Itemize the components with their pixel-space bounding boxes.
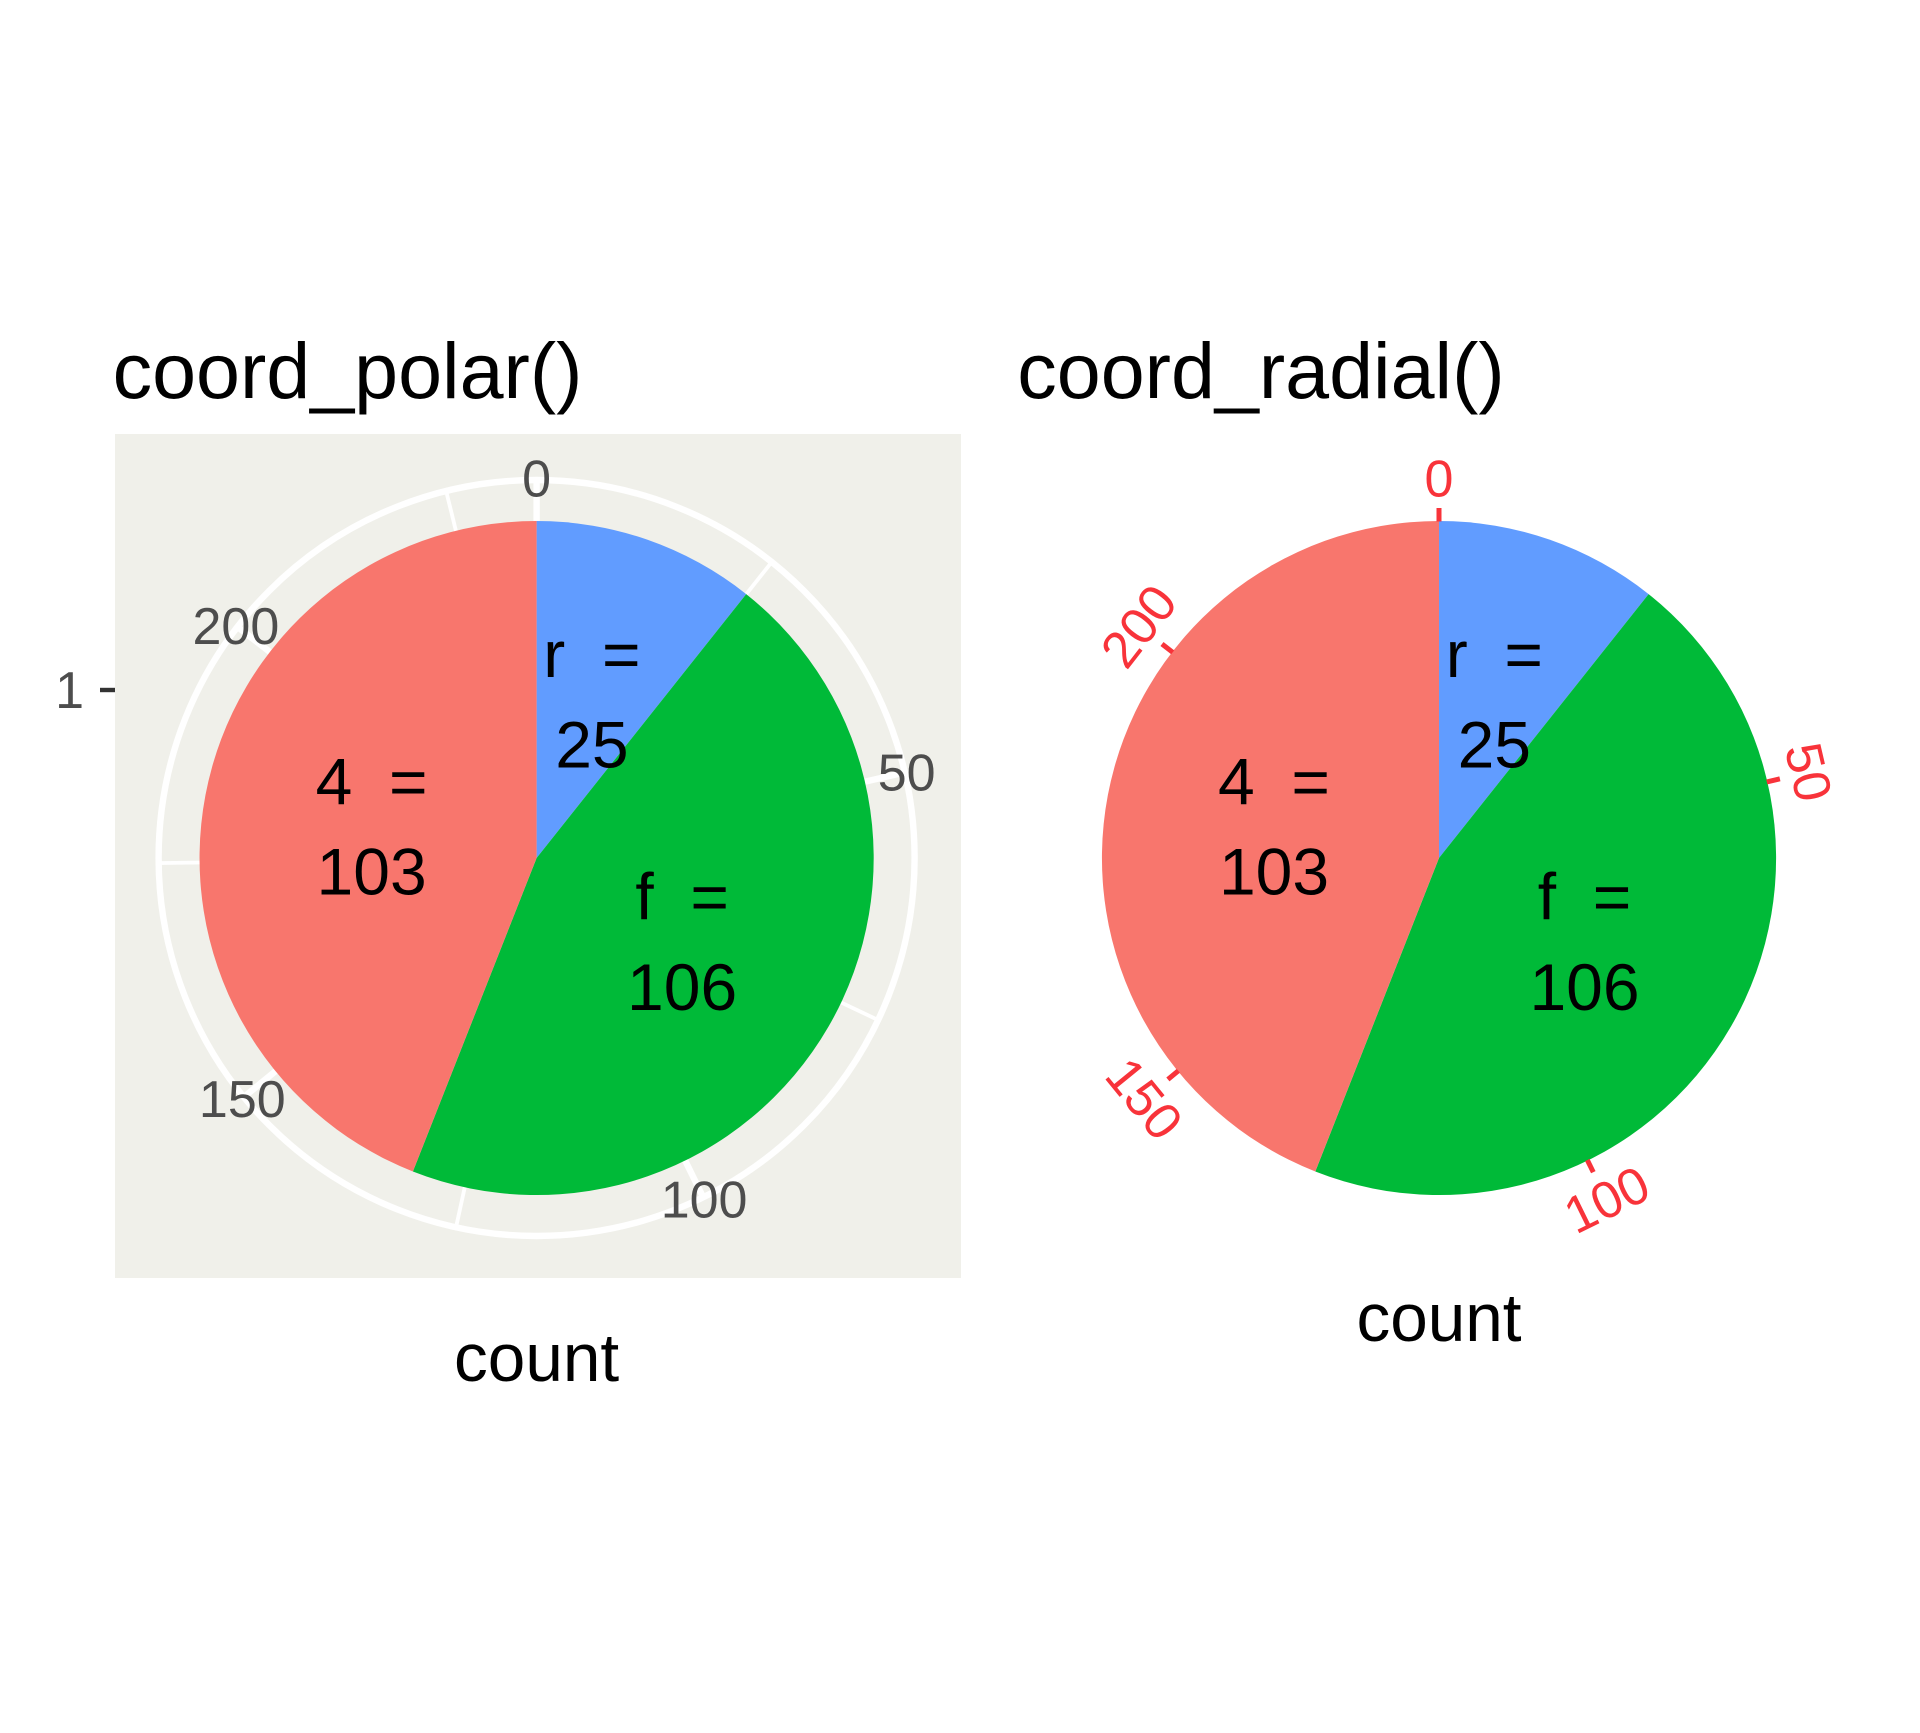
svg-text:106: 106 <box>627 950 737 1024</box>
svg-text:200: 200 <box>193 598 280 656</box>
svg-text:coord_polar(): coord_polar() <box>113 326 583 415</box>
svg-text:count: count <box>1356 1281 1521 1356</box>
svg-text:100: 100 <box>661 1172 748 1230</box>
svg-text:25: 25 <box>1458 708 1531 782</box>
svg-text:r =: r = <box>543 617 640 691</box>
svg-text:0: 0 <box>1425 451 1454 509</box>
svg-text:25: 25 <box>555 708 628 782</box>
svg-text:103: 103 <box>1219 835 1329 909</box>
svg-text:50: 50 <box>1773 738 1843 807</box>
svg-text:50: 50 <box>878 745 936 803</box>
svg-text:1: 1 <box>55 662 84 720</box>
svg-text:103: 103 <box>317 835 427 909</box>
svg-text:count: count <box>454 1321 619 1396</box>
svg-text:f =: f = <box>1538 860 1632 934</box>
svg-text:4 =: 4 = <box>1218 744 1330 818</box>
svg-text:106: 106 <box>1529 950 1639 1024</box>
svg-text:coord_radial(): coord_radial() <box>1017 326 1504 415</box>
svg-text:4 =: 4 = <box>316 744 428 818</box>
svg-text:f =: f = <box>635 860 729 934</box>
svg-text:r =: r = <box>1446 617 1543 691</box>
svg-text:0: 0 <box>522 451 551 509</box>
svg-text:150: 150 <box>199 1071 286 1129</box>
